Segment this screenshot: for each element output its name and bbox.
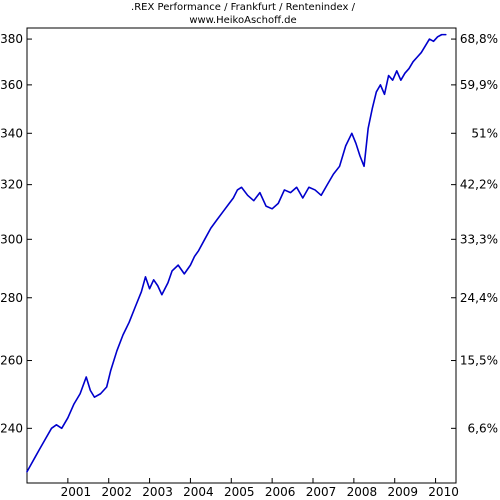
right-y-axis-ticks: 6,6% 15,5% 24,4% 33,3% 42,2% 51% 59,9% 68,8%: [451, 32, 498, 435]
right-y-axis-tick-label: 6,6%: [468, 421, 499, 435]
left-y-axis-tick-label: 380: [0, 32, 23, 46]
x-axis-tick-label: 2001: [61, 485, 92, 499]
left-y-axis-tick-label: 340: [0, 126, 23, 140]
left-y-axis-tick-label: 320: [0, 178, 23, 192]
chart-title-line-2: www.HeikoAschoff.de: [189, 15, 296, 26]
x-axis-tick-label: 2010: [428, 485, 459, 499]
chart-title-line-1: .REX Performance / Frankfurt / Rentenind…: [131, 2, 356, 13]
x-axis-tick-label: 2008: [347, 485, 378, 499]
plot-frame: [26, 27, 457, 484]
right-y-axis-tick-label: 42,2%: [460, 178, 498, 192]
series-layer: [26, 33, 447, 473]
left-y-axis-tick-label: 240: [0, 421, 23, 435]
left-y-axis-tick-label: 300: [0, 232, 23, 246]
x-axis-tick-label: 2006: [265, 485, 296, 499]
x-axis-tick-label: 2007: [306, 485, 337, 499]
x-axis-ticks: 2001 2002 2003 2004 2005 2006 2007 2008 2009 2010: [61, 478, 459, 499]
right-y-axis-tick-label: 33,3%: [460, 232, 498, 246]
right-y-axis-tick-label: 59,9%: [460, 78, 498, 92]
left-y-axis-tick-label: 260: [0, 354, 23, 368]
left-y-axis-ticks: 240 260 280 300 320 340 360 380: [0, 32, 32, 435]
x-axis-tick-label: 2003: [142, 485, 173, 499]
left-y-axis-tick-label: 280: [0, 291, 23, 305]
x-axis-tick-label: 2002: [101, 485, 132, 499]
right-y-axis-tick-label: 15,5%: [460, 354, 498, 368]
series-line: [26, 33, 447, 473]
x-axis-tick-label: 2004: [183, 485, 214, 499]
x-axis-tick-label: 2005: [224, 485, 255, 499]
left-y-axis-tick-label: 360: [0, 78, 23, 92]
x-axis-tick-label: 2009: [387, 485, 418, 499]
right-y-axis-tick-label: 24,4%: [460, 291, 498, 305]
right-y-axis-tick-label: 51%: [471, 126, 498, 140]
right-y-axis-tick-label: 68,8%: [460, 32, 498, 46]
